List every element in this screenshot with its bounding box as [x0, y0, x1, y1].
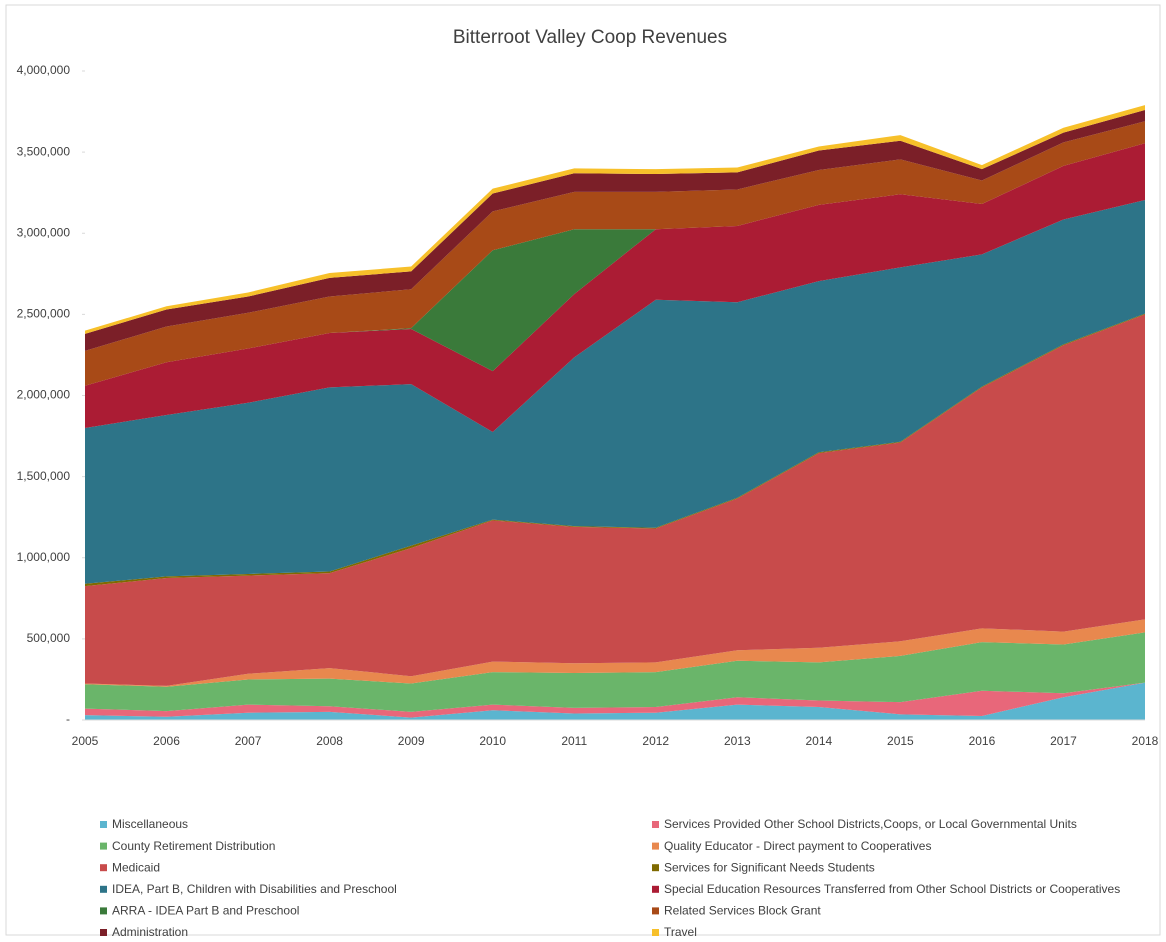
legend-swatch: [100, 821, 107, 828]
x-tick-label: 2016: [969, 734, 996, 748]
x-tick-label: 2005: [72, 734, 99, 748]
y-tick-label: 2,500,000: [17, 307, 71, 321]
legend-swatch: [652, 821, 659, 828]
area: [85, 682, 1145, 720]
legend-swatch: [652, 842, 659, 850]
x-tick-label: 2017: [1050, 734, 1077, 748]
legend-label: Medicaid: [112, 860, 160, 874]
y-tick-label: 1,500,000: [17, 469, 71, 483]
legend-label: Travel: [664, 925, 697, 939]
area: [85, 109, 1145, 351]
area: [85, 199, 1145, 584]
legend-label: Miscellaneous: [112, 817, 188, 831]
legend-label: ARRA - IDEA Part B and Preschool: [112, 904, 299, 918]
y-tick-label: 2,000,000: [17, 388, 71, 402]
x-tick-label: 2014: [805, 734, 832, 748]
legend-swatch: [100, 842, 107, 850]
legend-label: County Retirement Distribution: [112, 839, 275, 853]
y-tick-label: 4,000,000: [17, 63, 71, 77]
x-tick-label: 2018: [1132, 734, 1159, 748]
x-tick-label: 2011: [561, 734, 587, 748]
x-tick-label: 2007: [235, 734, 262, 748]
x-tick-label: 2013: [724, 734, 751, 748]
legend-swatch: [100, 864, 107, 872]
legend-swatch: [652, 929, 659, 936]
legend-label: IDEA, Part B, Children with Disabilities…: [112, 882, 397, 896]
legend-label: Related Services Block Grant: [664, 904, 821, 918]
x-tick-label: 2015: [887, 734, 914, 748]
legend-label: Administration: [112, 925, 188, 939]
y-tick-label: 3,000,000: [17, 225, 71, 239]
legend-swatch: [100, 885, 107, 893]
legend-label: Quality Educator - Direct payment to Coo…: [664, 839, 931, 853]
legend-swatch: [652, 907, 659, 915]
legend-swatch: [100, 929, 107, 936]
area: [85, 682, 1145, 718]
x-tick-label: 2012: [642, 734, 669, 748]
chart-title: Bitterroot Valley Coop Revenues: [453, 27, 727, 48]
y-tick-label: 1,000,000: [17, 550, 71, 564]
legend-label: Services Provided Other School Districts…: [664, 817, 1077, 831]
x-tick-label: 2009: [398, 734, 425, 748]
x-tick-label: 2006: [153, 734, 180, 748]
legend-swatch: [100, 907, 107, 915]
legend-label: Special Education Resources Transferred …: [664, 882, 1120, 896]
y-tick-label: -: [66, 712, 70, 726]
area: [85, 143, 1145, 433]
legend-label: Services for Significant Needs Students: [664, 860, 875, 874]
x-tick-label: 2008: [316, 734, 343, 748]
y-tick-label: 500,000: [27, 631, 71, 645]
area: [85, 632, 1145, 712]
area: [85, 121, 1145, 386]
area: [85, 314, 1145, 686]
y-tick-label: 3,500,000: [17, 144, 71, 158]
legend-swatch: [652, 885, 659, 893]
legend-swatch: [652, 864, 659, 872]
x-tick-label: 2010: [479, 734, 506, 748]
